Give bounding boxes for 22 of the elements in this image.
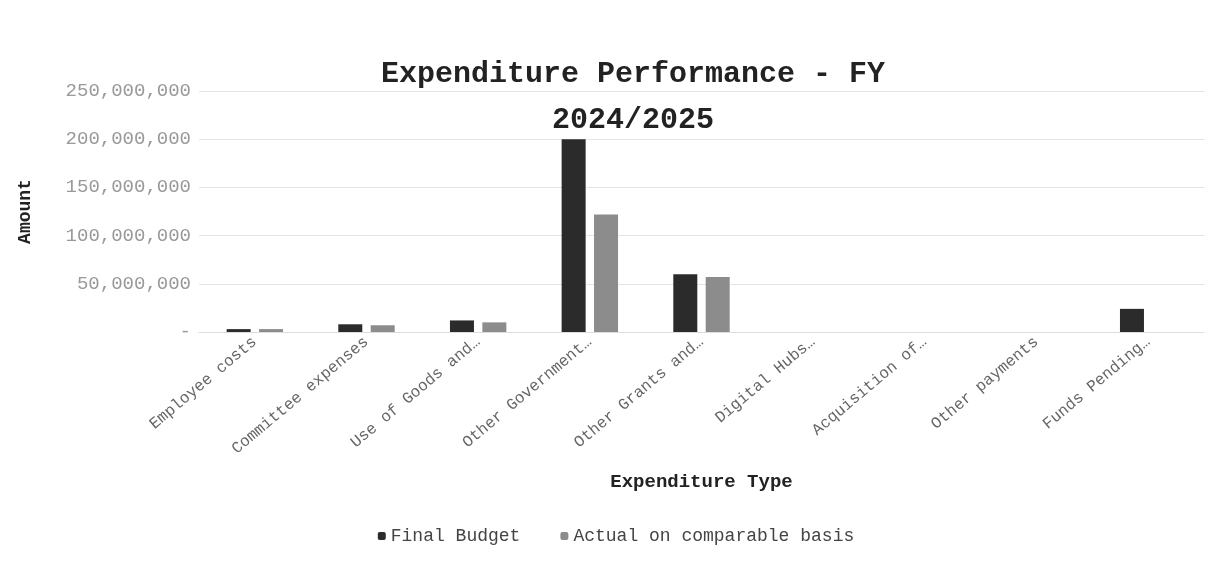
bar <box>259 329 284 332</box>
bar <box>1119 308 1144 332</box>
y-axis-title: Amount <box>15 179 35 244</box>
bar <box>482 322 507 332</box>
bar <box>449 320 474 332</box>
bar <box>673 274 698 332</box>
bar <box>338 324 363 332</box>
y-tick-label: 100,000,000 <box>65 224 191 247</box>
x-axis-title: Expenditure Type <box>610 470 793 493</box>
bar <box>226 329 251 332</box>
y-tick-label: 50,000,000 <box>76 272 191 295</box>
bar <box>370 325 395 332</box>
bar <box>594 214 619 332</box>
legend-label: Final Budget <box>390 526 521 546</box>
y-tick-label: 250,000,000 <box>65 80 191 102</box>
y-tick-label: 150,000,000 <box>65 176 191 199</box>
legend-label: Actual on comparable basis <box>573 526 855 546</box>
y-tick-label: 200,000,000 <box>65 128 191 151</box>
bar <box>561 139 586 332</box>
bar <box>705 277 730 332</box>
chart-title: Expenditure Performance - FY 2024/2025 <box>380 57 886 137</box>
y-tick-label: - <box>179 321 191 343</box>
